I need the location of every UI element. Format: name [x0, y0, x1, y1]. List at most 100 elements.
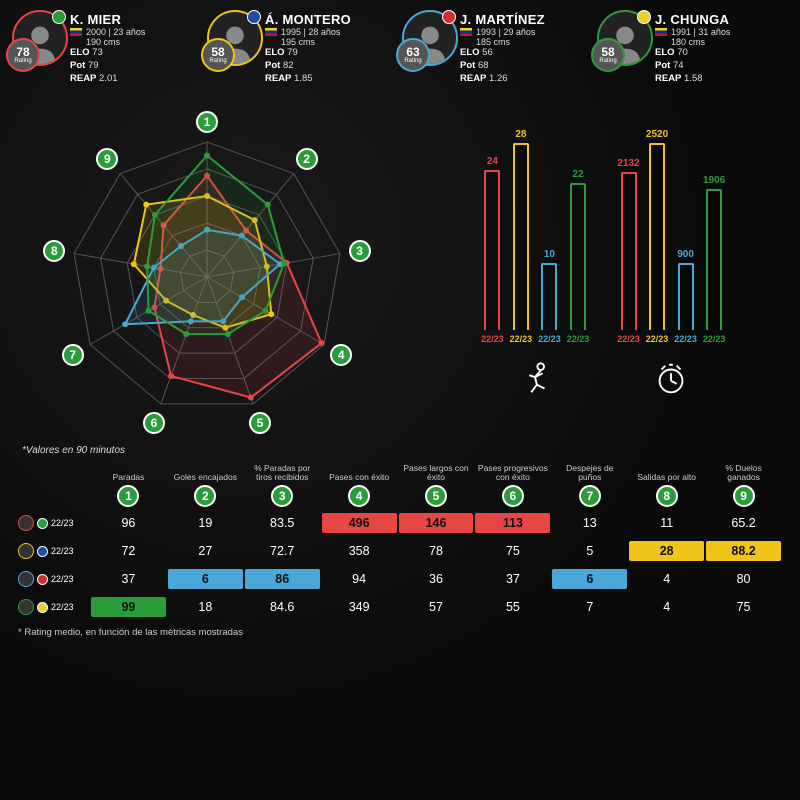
table-cell: 5	[552, 541, 627, 561]
player-pot: Pot 79	[70, 60, 203, 73]
bars: 2132 22/23 2520 22/23 900 22/23 1906 22/…	[617, 124, 725, 344]
player-height: 190 cms	[70, 37, 203, 47]
table-cell: 72.7	[245, 541, 320, 561]
column-number: 5	[425, 485, 447, 507]
table-cell: 37	[475, 569, 550, 589]
radar-axis-badge: 9	[96, 148, 118, 170]
player-elo: ELO 70	[655, 47, 788, 60]
column-label: Paradas	[113, 462, 145, 482]
table-cell: 349	[322, 597, 397, 617]
bar-column: 2132 22/23	[617, 158, 640, 344]
team-badge	[637, 10, 651, 24]
table-cell: 65.2	[706, 513, 781, 533]
radar-axis-badge: 5	[249, 412, 271, 434]
column-header: Paradas 1	[90, 462, 167, 507]
column-number: 7	[579, 485, 601, 507]
mini-avatar	[18, 543, 34, 559]
player-height: 195 cms	[265, 37, 398, 47]
flag-icon	[70, 28, 82, 36]
radar-axis-badge: 3	[349, 240, 371, 262]
row-lead: 22/23	[18, 543, 90, 559]
bar	[513, 143, 529, 330]
player-card: 78 Rating K. MIER 2000 | 23 años 190 cms…	[12, 10, 203, 85]
player-reap: REAP 1.26	[460, 73, 593, 86]
bar	[570, 183, 586, 330]
table-cell: 19	[168, 513, 243, 533]
player-card: 58 Rating J. CHUNGA 1991 | 31 años 180 c…	[597, 10, 788, 85]
bar-column: 28 22/23	[510, 129, 533, 344]
bar-label: 22/23	[567, 334, 590, 344]
bar-label: 22/23	[510, 334, 533, 344]
column-header: Pases largos con éxito 5	[398, 462, 475, 507]
rating-badge: 58 Rating	[201, 38, 235, 72]
column-header: % Paradas por tiros recibidos 3	[244, 462, 321, 507]
avatar-wrap: 58 Rating	[207, 10, 263, 66]
table-cell: 6	[552, 569, 627, 589]
table-cell: 75	[706, 597, 781, 617]
column-label: Pases progresivos con éxito	[478, 462, 548, 482]
player-info: J. MARTÍNEZ 1993 | 29 años 185 cms ELO 5…	[460, 10, 593, 85]
team-badge	[52, 10, 66, 24]
radar-axis-badge: 7	[62, 344, 84, 366]
player-info: K. MIER 2000 | 23 años 190 cms ELO 73 Po…	[70, 10, 203, 85]
bar-value: 2132	[617, 158, 639, 169]
player-pot: Pot 82	[265, 60, 398, 73]
radar-axis-badge: 8	[43, 240, 65, 262]
player-elo: ELO 56	[460, 47, 593, 60]
mini-team-badge	[37, 518, 48, 529]
runner-icon	[516, 360, 554, 401]
table-cell: 78	[399, 541, 474, 561]
bar-column: 22 22/23	[567, 169, 590, 344]
bar	[621, 172, 637, 330]
bar-value: 10	[544, 249, 555, 260]
bar-group: 2132 22/23 2520 22/23 900 22/23 1906 22/…	[617, 124, 725, 401]
row-season: 22/23	[51, 546, 74, 556]
table-cell: 94	[322, 569, 397, 589]
table-cell: 72	[91, 541, 166, 561]
table-cell: 18	[168, 597, 243, 617]
table-cell: 36	[399, 569, 474, 589]
radar-axis-badge: 6	[143, 412, 165, 434]
player-elo: ELO 79	[265, 47, 398, 60]
bar-column: 2520 22/23	[646, 129, 669, 344]
mini-avatar	[18, 571, 34, 587]
bar	[706, 189, 722, 330]
rating-badge: 78 Rating	[6, 38, 40, 72]
stats-table: Paradas 1Goles encajados 2% Paradas por …	[0, 456, 800, 619]
player-reap: REAP 2.01	[70, 73, 203, 86]
player-height: 185 cms	[460, 37, 593, 47]
bar-value: 900	[677, 249, 694, 260]
column-header: Salidas por alto 8	[628, 462, 705, 507]
bar-column: 1906 22/23	[703, 175, 726, 344]
table-row: 22/23376869436376480	[18, 567, 782, 591]
bar-label: 22/23	[703, 334, 726, 344]
rating-label: Rating	[209, 58, 226, 64]
bar-charts-zone: 24 22/23 28 22/23 10 22/23 22 22/23 2132…	[418, 97, 788, 449]
rating-badge: 63 Rating	[396, 38, 430, 72]
radar-chart: 123456789	[12, 97, 418, 449]
row-lead: 22/23	[18, 571, 90, 587]
table-cell: 28	[629, 541, 704, 561]
bar-value: 2520	[646, 129, 668, 140]
table-cell: 83.5	[245, 513, 320, 533]
avatar-wrap: 58 Rating	[597, 10, 653, 66]
bar-label: 22/23	[646, 334, 669, 344]
column-number: 9	[733, 485, 755, 507]
mini-avatar	[18, 515, 34, 531]
flag-icon	[655, 28, 667, 36]
column-label: Pases con éxito	[329, 462, 389, 482]
column-number: 4	[348, 485, 370, 507]
bar-value: 28	[515, 129, 526, 140]
column-header: Despejes de puños 7	[551, 462, 628, 507]
column-label: Salidas por alto	[637, 462, 696, 482]
player-reap: REAP 1.58	[655, 73, 788, 86]
player-meta: 1993 | 29 años	[460, 27, 593, 37]
bars: 24 22/23 28 22/23 10 22/23 22 22/23	[481, 124, 589, 344]
table-cell: 358	[322, 541, 397, 561]
table-row: 22/23722772.7358787552888.2	[18, 539, 782, 563]
rating-value: 58	[211, 46, 224, 58]
bar-column: 900 22/23	[674, 249, 697, 344]
column-label: % Duelos ganados	[709, 462, 779, 482]
table-cell: 7	[552, 597, 627, 617]
table-cell: 27	[168, 541, 243, 561]
